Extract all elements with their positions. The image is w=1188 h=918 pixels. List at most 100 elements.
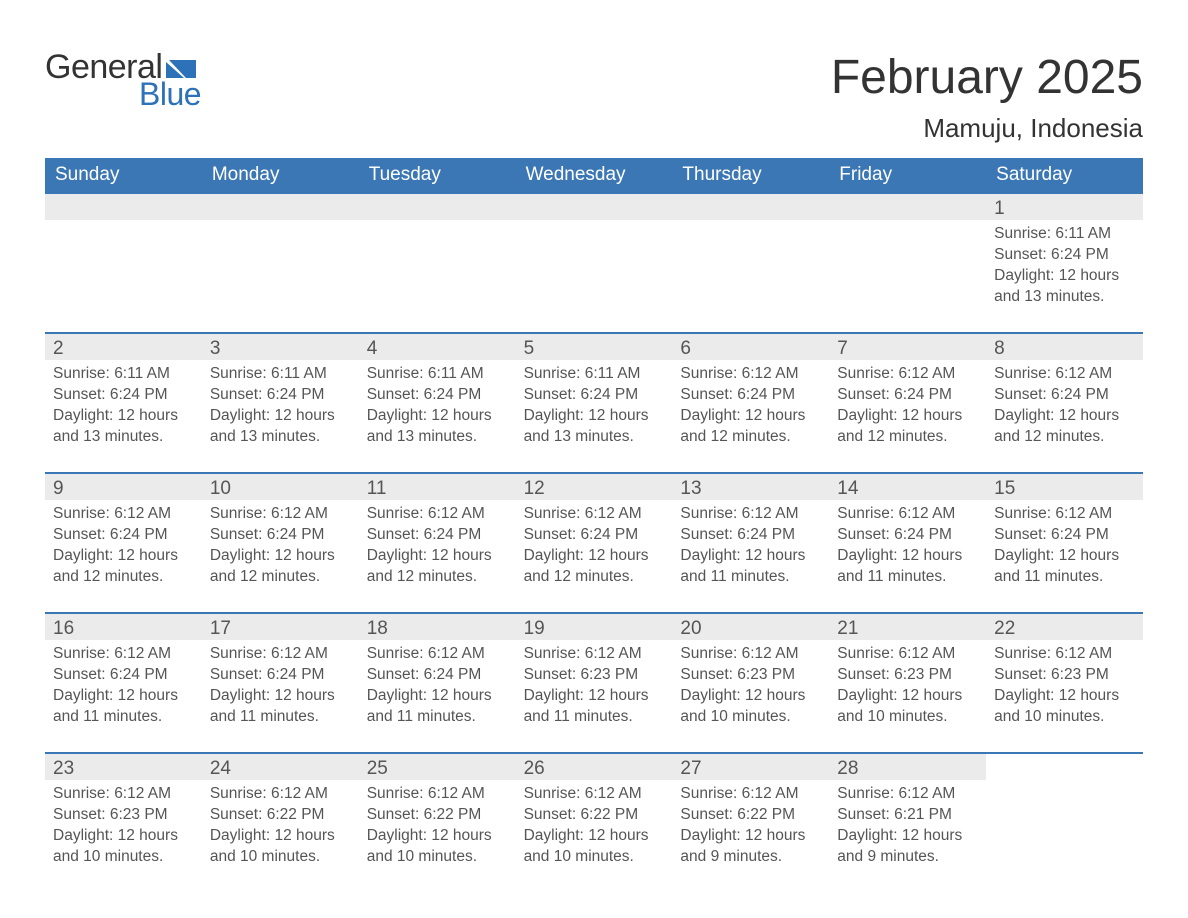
sunrise-label: Sunrise: <box>210 365 267 382</box>
day-cell: 2Sunrise: 6:11 AMSunset: 6:24 PMDaylight… <box>45 334 202 472</box>
sunset-label: Sunset: <box>680 666 733 683</box>
sunset-label: Sunset: <box>837 526 890 543</box>
day-details: Sunrise: 6:12 AMSunset: 6:22 PMDaylight:… <box>202 780 359 886</box>
day-details: Sunrise: 6:12 AMSunset: 6:24 PMDaylight:… <box>202 500 359 606</box>
sunset-label: Sunset: <box>680 526 733 543</box>
sunset-value: 6:24 PM <box>1051 246 1109 263</box>
daylight-line: Daylight: 12 hours and 11 minutes. <box>524 686 665 728</box>
sunset-line: Sunset: 6:24 PM <box>680 385 821 406</box>
logo: General Blue <box>45 50 201 110</box>
daylight-line: Daylight: 12 hours and 10 minutes. <box>524 826 665 868</box>
sunrise-line: Sunrise: 6:12 AM <box>53 784 194 805</box>
daylight-label: Daylight: <box>367 687 427 704</box>
day-details: Sunrise: 6:12 AMSunset: 6:24 PMDaylight:… <box>672 360 829 466</box>
sunset-label: Sunset: <box>837 806 890 823</box>
sunset-line: Sunset: 6:24 PM <box>994 525 1135 546</box>
day-number: 27 <box>672 754 829 780</box>
sunrise-line: Sunrise: 6:12 AM <box>367 644 508 665</box>
daylight-label: Daylight: <box>524 547 584 564</box>
sunrise-line: Sunrise: 6:12 AM <box>53 644 194 665</box>
weeks-container: 1Sunrise: 6:11 AMSunset: 6:24 PMDaylight… <box>45 192 1143 892</box>
day-cell: 11Sunrise: 6:12 AMSunset: 6:24 PMDayligh… <box>359 474 516 612</box>
sunrise-label: Sunrise: <box>524 365 581 382</box>
sunset-line: Sunset: 6:22 PM <box>367 805 508 826</box>
sunrise-value: 6:11 AM <box>271 365 327 382</box>
sunrise-line: Sunrise: 6:11 AM <box>524 364 665 385</box>
day-number: 5 <box>516 334 673 360</box>
daylight-label: Daylight: <box>994 407 1054 424</box>
day-number <box>516 194 673 220</box>
daylight-line: Daylight: 12 hours and 13 minutes. <box>524 406 665 448</box>
day-details: Sunrise: 6:12 AMSunset: 6:23 PMDaylight:… <box>986 640 1143 746</box>
day-number: 21 <box>829 614 986 640</box>
weekday-header-cell: Tuesday <box>359 158 516 192</box>
daylight-label: Daylight: <box>837 687 897 704</box>
daylight-label: Daylight: <box>53 687 113 704</box>
daylight-line: Daylight: 12 hours and 13 minutes. <box>53 406 194 448</box>
sunset-value: 6:24 PM <box>737 386 795 403</box>
sunset-label: Sunset: <box>837 386 890 403</box>
day-cell: 15Sunrise: 6:12 AMSunset: 6:24 PMDayligh… <box>986 474 1143 612</box>
day-number: 28 <box>829 754 986 780</box>
day-details: Sunrise: 6:12 AMSunset: 6:21 PMDaylight:… <box>829 780 986 886</box>
sunset-line: Sunset: 6:24 PM <box>994 385 1135 406</box>
sunrise-label: Sunrise: <box>524 645 581 662</box>
sunrise-line: Sunrise: 6:12 AM <box>210 784 351 805</box>
day-cell: 4Sunrise: 6:11 AMSunset: 6:24 PMDaylight… <box>359 334 516 472</box>
daylight-label: Daylight: <box>994 267 1054 284</box>
day-number: 12 <box>516 474 673 500</box>
daylight-line: Daylight: 12 hours and 11 minutes. <box>837 546 978 588</box>
sunset-label: Sunset: <box>680 806 733 823</box>
sunset-label: Sunset: <box>367 526 420 543</box>
sunrise-label: Sunrise: <box>53 785 110 802</box>
sunrise-value: 6:12 AM <box>742 645 799 662</box>
day-details: Sunrise: 6:11 AMSunset: 6:24 PMDaylight:… <box>202 360 359 466</box>
day-number: 25 <box>359 754 516 780</box>
sunset-value: 6:22 PM <box>737 806 795 823</box>
day-number: 6 <box>672 334 829 360</box>
daylight-label: Daylight: <box>210 827 270 844</box>
sunrise-label: Sunrise: <box>367 645 424 662</box>
daylight-line: Daylight: 12 hours and 11 minutes. <box>680 546 821 588</box>
sunrise-value: 6:12 AM <box>428 645 485 662</box>
daylight-line: Daylight: 12 hours and 10 minutes. <box>367 826 508 868</box>
sunset-value: 6:24 PM <box>1051 526 1109 543</box>
sunrise-line: Sunrise: 6:11 AM <box>994 224 1135 245</box>
daylight-label: Daylight: <box>680 687 740 704</box>
sunrise-label: Sunrise: <box>994 645 1051 662</box>
day-details: Sunrise: 6:11 AMSunset: 6:24 PMDaylight:… <box>45 360 202 466</box>
sunrise-line: Sunrise: 6:12 AM <box>994 504 1135 525</box>
sunrise-label: Sunrise: <box>680 785 737 802</box>
sunset-line: Sunset: 6:24 PM <box>837 385 978 406</box>
daylight-label: Daylight: <box>837 407 897 424</box>
sunrise-line: Sunrise: 6:12 AM <box>680 644 821 665</box>
sunrise-value: 6:12 AM <box>585 645 642 662</box>
day-cell: 18Sunrise: 6:12 AMSunset: 6:24 PMDayligh… <box>359 614 516 752</box>
sunset-line: Sunset: 6:23 PM <box>994 665 1135 686</box>
sunset-value: 6:22 PM <box>580 806 638 823</box>
daylight-label: Daylight: <box>210 407 270 424</box>
day-cell: 3Sunrise: 6:11 AMSunset: 6:24 PMDaylight… <box>202 334 359 472</box>
day-cell: 26Sunrise: 6:12 AMSunset: 6:22 PMDayligh… <box>516 754 673 892</box>
daylight-line: Daylight: 12 hours and 12 minutes. <box>680 406 821 448</box>
sunset-line: Sunset: 6:24 PM <box>680 525 821 546</box>
daylight-line: Daylight: 12 hours and 11 minutes. <box>53 686 194 728</box>
sunrise-line: Sunrise: 6:12 AM <box>837 644 978 665</box>
sunset-label: Sunset: <box>53 666 106 683</box>
day-number <box>672 194 829 220</box>
sunrise-value: 6:12 AM <box>585 785 642 802</box>
day-number: 26 <box>516 754 673 780</box>
sunset-line: Sunset: 6:23 PM <box>524 665 665 686</box>
sunset-line: Sunset: 6:24 PM <box>53 525 194 546</box>
sunset-line: Sunset: 6:24 PM <box>367 385 508 406</box>
logo-word-blue: Blue <box>139 78 201 110</box>
day-cell: 6Sunrise: 6:12 AMSunset: 6:24 PMDaylight… <box>672 334 829 472</box>
daylight-line: Daylight: 12 hours and 13 minutes. <box>210 406 351 448</box>
weekday-header-cell: Thursday <box>672 158 829 192</box>
day-details: Sunrise: 6:12 AMSunset: 6:22 PMDaylight:… <box>672 780 829 886</box>
sunset-label: Sunset: <box>367 806 420 823</box>
title-block: February 2025 Mamuju, Indonesia <box>831 50 1143 144</box>
day-details: Sunrise: 6:12 AMSunset: 6:24 PMDaylight:… <box>829 360 986 466</box>
sunset-value: 6:24 PM <box>1051 386 1109 403</box>
sunset-label: Sunset: <box>53 806 106 823</box>
